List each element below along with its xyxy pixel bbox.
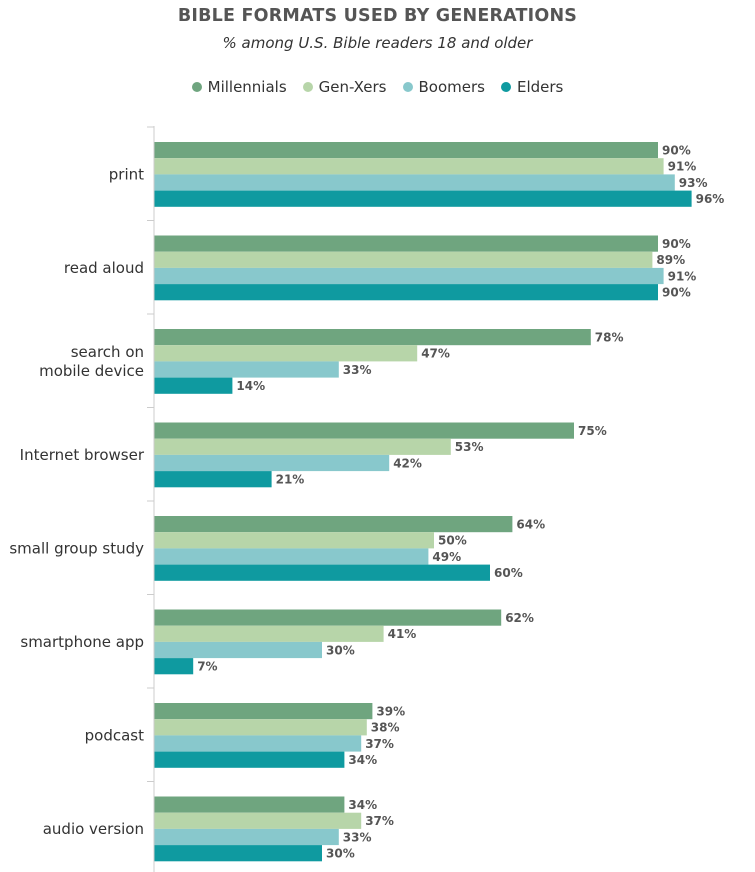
bar-audio-version-millennials (154, 796, 345, 813)
category-label-podcast: podcast (85, 726, 144, 744)
category-label-smartphone-app: smartphone app (20, 633, 144, 651)
value-label-read-aloud-elders: 90% (662, 286, 691, 300)
category-label-print: print (109, 165, 144, 183)
bar-internet-browser-gen-xers (154, 438, 451, 455)
bar-small-group-study-boomers (154, 548, 429, 565)
bar-search-on-mobile-device-gen-xers (154, 345, 418, 362)
value-label-audio-version-elders: 30% (326, 847, 355, 861)
value-label-smartphone-app-millennials: 62% (505, 611, 534, 625)
bar-search-on-mobile-device-boomers (154, 361, 339, 378)
value-label-small-group-study-boomers: 49% (432, 550, 461, 564)
bar-search-on-mobile-device-millennials (154, 329, 591, 346)
value-label-search-on-mobile-device-gen-xers: 47% (421, 347, 450, 361)
legend-swatch-gen-xers (302, 82, 313, 92)
legend-item-gen-xers: Gen-Xers (302, 78, 387, 96)
bar-small-group-study-millennials (154, 516, 513, 533)
value-label-internet-browser-gen-xers: 53% (455, 440, 484, 454)
value-label-search-on-mobile-device-elders: 14% (236, 379, 265, 393)
value-label-audio-version-boomers: 33% (343, 830, 372, 844)
category-label-search-on-mobile-device: search on mobile device (39, 343, 144, 380)
category-label-audio-version: audio version (43, 820, 144, 838)
value-label-smartphone-app-elders: 7% (197, 660, 217, 674)
legend-label-millennials: Millennials (207, 78, 287, 96)
bar-print-boomers (154, 174, 675, 191)
value-label-audio-version-gen-xers: 37% (365, 814, 394, 828)
value-label-audio-version-millennials: 34% (348, 798, 377, 812)
bar-smartphone-app-gen-xers (154, 625, 384, 642)
legend-item-millennials: Millennials (191, 78, 287, 96)
value-label-internet-browser-boomers: 42% (393, 456, 422, 470)
legend-swatch-millennials (191, 82, 202, 92)
chart-legend: Millennials Gen-Xers Boomers Elders (0, 78, 755, 96)
bar-podcast-elders (154, 751, 345, 768)
bar-small-group-study-gen-xers (154, 532, 434, 549)
bar-smartphone-app-boomers (154, 641, 322, 659)
value-label-small-group-study-gen-xers: 50% (438, 534, 467, 548)
value-label-podcast-elders: 34% (348, 753, 377, 767)
value-label-read-aloud-boomers: 91% (668, 269, 697, 283)
bar-print-elders (154, 190, 692, 207)
bar-audio-version-gen-xers (154, 812, 362, 829)
value-label-print-millennials: 90% (662, 143, 691, 157)
value-label-podcast-boomers: 37% (365, 737, 394, 751)
value-label-internet-browser-elders: 21% (276, 473, 305, 487)
bar-internet-browser-boomers (154, 454, 390, 472)
bar-print-gen-xers (154, 158, 664, 175)
bar-internet-browser-elders (154, 471, 272, 488)
legend-swatch-boomers (402, 82, 413, 92)
value-label-small-group-study-elders: 60% (494, 566, 523, 580)
value-label-smartphone-app-boomers: 30% (326, 643, 355, 657)
bar-audio-version-boomers (154, 828, 339, 846)
category-label-read-aloud: read aloud (64, 259, 144, 277)
bar-read-aloud-boomers (154, 267, 664, 285)
value-label-search-on-mobile-device-millennials: 78% (595, 330, 624, 344)
value-label-podcast-millennials: 39% (376, 704, 405, 718)
bar-read-aloud-gen-xers (154, 251, 653, 268)
category-label-internet-browser: Internet browser (20, 446, 145, 464)
bar-smartphone-app-millennials (154, 609, 502, 626)
legend-item-boomers: Boomers (402, 78, 485, 96)
value-label-small-group-study-millennials: 64% (516, 517, 545, 531)
value-label-read-aloud-millennials: 90% (662, 237, 691, 251)
value-label-smartphone-app-gen-xers: 41% (388, 627, 417, 641)
bar-read-aloud-elders (154, 284, 658, 301)
legend-label-boomers: Boomers (418, 78, 485, 96)
value-label-search-on-mobile-device-boomers: 33% (343, 363, 372, 377)
bar-podcast-boomers (154, 735, 362, 752)
chart-subtitle: % among U.S. Bible readers 18 and older (222, 34, 533, 52)
chart-title: BIBLE FORMATS USED BY GENERATIONS (177, 6, 578, 26)
bar-small-group-study-elders (154, 564, 490, 581)
legend-swatch-elders (500, 82, 511, 92)
value-label-print-gen-xers: 91% (668, 160, 697, 174)
legend-label-elders: Elders (516, 78, 564, 96)
value-label-print-boomers: 93% (679, 176, 708, 190)
value-label-podcast-gen-xers: 38% (371, 721, 400, 735)
bar-internet-browser-millennials (154, 422, 574, 439)
legend-label-gen-xers: Gen-Xers (318, 78, 387, 96)
bar-podcast-gen-xers (154, 719, 367, 736)
category-label-small-group-study: small group study (9, 539, 144, 557)
bar-search-on-mobile-device-elders (154, 377, 233, 394)
value-label-read-aloud-gen-xers: 89% (656, 253, 685, 267)
legend-item-elders: Elders (500, 78, 564, 96)
bar-smartphone-app-elders (154, 658, 194, 675)
bar-podcast-millennials (154, 703, 373, 720)
bar-read-aloud-millennials (154, 235, 658, 252)
value-label-print-elders: 96% (696, 192, 725, 206)
value-label-internet-browser-millennials: 75% (578, 424, 607, 438)
bar-audio-version-elders (154, 845, 322, 862)
bar-print-millennials (154, 142, 658, 159)
